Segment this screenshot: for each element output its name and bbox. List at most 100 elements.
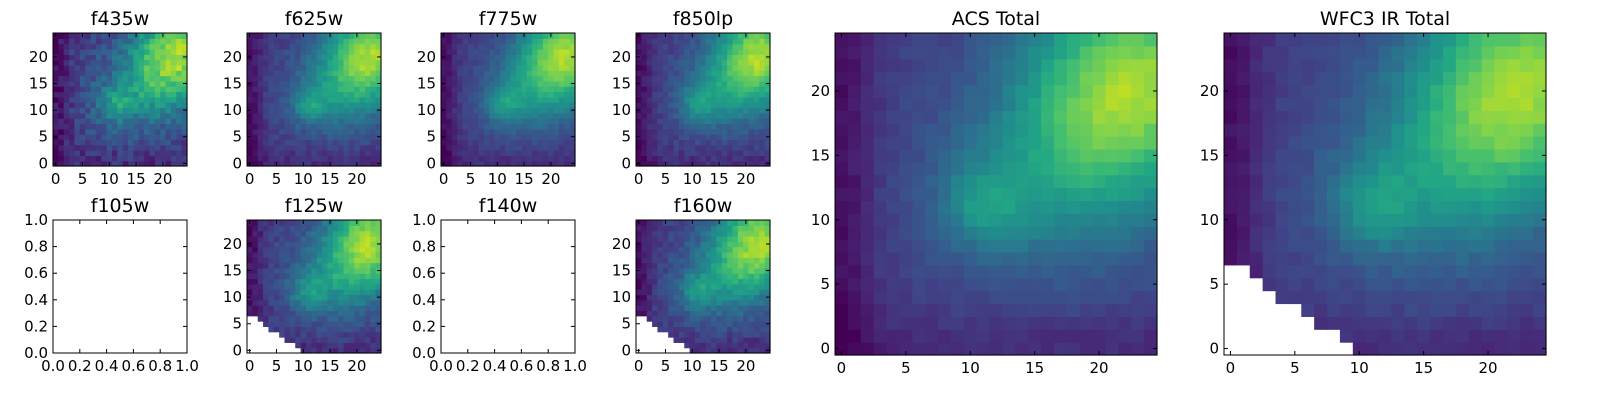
heatmap-cell xyxy=(354,246,361,253)
heatmap-cell xyxy=(295,102,302,109)
heatmap-cell xyxy=(748,310,755,317)
heatmap-cell xyxy=(510,70,517,77)
heatmap-cell xyxy=(652,75,659,82)
heatmap-cell xyxy=(338,331,345,338)
heatmap-cell xyxy=(144,160,151,167)
heatmap-cell xyxy=(322,246,328,253)
heatmap-cell xyxy=(343,70,350,77)
heatmap-cell xyxy=(652,273,659,280)
heatmap-cell xyxy=(989,110,1004,124)
heatmap-cell xyxy=(925,110,939,124)
heatmap-cell xyxy=(348,64,355,71)
heatmap-cell xyxy=(117,86,124,93)
heatmap-cell xyxy=(138,160,145,167)
heatmap-cell xyxy=(343,331,350,338)
heatmap-cell xyxy=(711,43,717,50)
heatmap-cell xyxy=(101,75,108,82)
heatmap-cell xyxy=(727,48,734,55)
heatmap-cell xyxy=(483,118,490,125)
heatmap-cell xyxy=(1144,148,1158,163)
heatmap-cell xyxy=(478,160,485,167)
y-tick-label: 5 xyxy=(621,128,631,146)
heatmap-cell xyxy=(521,91,528,98)
heatmap-cell xyxy=(694,139,701,146)
heatmap-cell xyxy=(252,283,259,290)
heatmap-cell xyxy=(375,289,382,296)
heatmap-cell xyxy=(727,91,734,98)
heatmap-cell xyxy=(63,144,70,151)
heatmap-cell xyxy=(657,112,664,119)
heatmap-cell xyxy=(835,136,849,150)
heatmap-cell xyxy=(111,134,118,140)
heatmap-cell xyxy=(300,337,307,343)
heatmap-cell xyxy=(1053,329,1068,343)
heatmap-cell xyxy=(537,70,544,77)
heatmap-cell xyxy=(53,123,59,130)
heatmap-cell xyxy=(305,278,312,285)
heatmap-cell xyxy=(652,54,659,61)
heatmap-cell xyxy=(652,294,659,301)
heatmap-cell xyxy=(989,58,1004,73)
heatmap-cell xyxy=(1224,226,1238,240)
heatmap-cell xyxy=(247,246,253,253)
heatmap-cell xyxy=(359,262,366,269)
heatmap-cell xyxy=(1314,277,1328,292)
x-tick-label: 0.2 xyxy=(456,357,480,375)
heatmap-cell xyxy=(721,33,728,39)
heatmap-cell xyxy=(181,150,188,156)
heatmap-cell xyxy=(700,118,707,125)
heatmap-cell xyxy=(860,290,875,305)
heatmap-cell xyxy=(85,33,92,39)
heatmap-cell xyxy=(886,239,900,253)
heatmap-cell xyxy=(316,299,323,306)
heatmap-cell xyxy=(473,144,480,151)
heatmap-cell xyxy=(1079,316,1094,330)
heatmap-cell xyxy=(79,123,86,130)
heatmap-cell xyxy=(338,80,345,87)
heatmap-cell xyxy=(122,134,129,140)
heatmap-cell xyxy=(257,75,264,82)
heatmap-cell xyxy=(516,144,522,151)
heatmap-cell xyxy=(446,43,453,50)
heatmap-cell xyxy=(305,235,312,242)
heatmap-cell xyxy=(705,347,712,354)
heatmap-cell xyxy=(311,112,318,119)
heatmap-cell xyxy=(364,91,371,98)
heatmap-cell xyxy=(912,97,926,111)
heatmap-cell xyxy=(732,75,739,82)
heatmap-cell xyxy=(1314,226,1328,240)
heatmap-cell xyxy=(473,70,480,77)
heatmap-cell xyxy=(673,331,680,338)
heatmap-cell xyxy=(899,110,913,124)
heatmap-cell xyxy=(1262,110,1277,124)
heatmap-cell xyxy=(483,144,490,151)
heatmap-cell xyxy=(1430,264,1444,279)
heatmap-cell xyxy=(668,294,675,301)
heatmap-cell xyxy=(925,329,939,343)
heatmap-cell xyxy=(279,33,286,39)
heatmap-cell xyxy=(375,225,382,232)
heatmap-cell xyxy=(457,102,464,109)
heatmap-cell xyxy=(516,64,522,71)
heatmap-cell xyxy=(1494,251,1508,266)
heatmap-cell xyxy=(305,96,312,103)
heatmap-cell xyxy=(1249,71,1264,86)
heatmap-cell xyxy=(338,251,345,258)
heatmap-cell xyxy=(451,96,458,103)
heatmap-cell xyxy=(938,97,952,111)
heatmap-cell xyxy=(1002,33,1016,47)
heatmap-cell xyxy=(705,139,712,146)
heatmap-cell xyxy=(1015,45,1029,60)
heatmap-cell xyxy=(558,112,565,119)
heatmap-cell xyxy=(558,70,565,77)
heatmap-cell xyxy=(950,303,965,317)
heatmap-cell xyxy=(886,200,900,214)
heatmap-cell xyxy=(705,299,712,306)
heatmap-cell xyxy=(759,337,766,343)
heatmap-cell xyxy=(1301,110,1315,124)
heatmap-cell xyxy=(332,139,339,146)
heatmap-cell xyxy=(684,278,691,285)
heatmap-cell xyxy=(348,347,355,354)
heatmap-cell xyxy=(263,150,270,156)
heatmap-cell xyxy=(542,123,549,130)
